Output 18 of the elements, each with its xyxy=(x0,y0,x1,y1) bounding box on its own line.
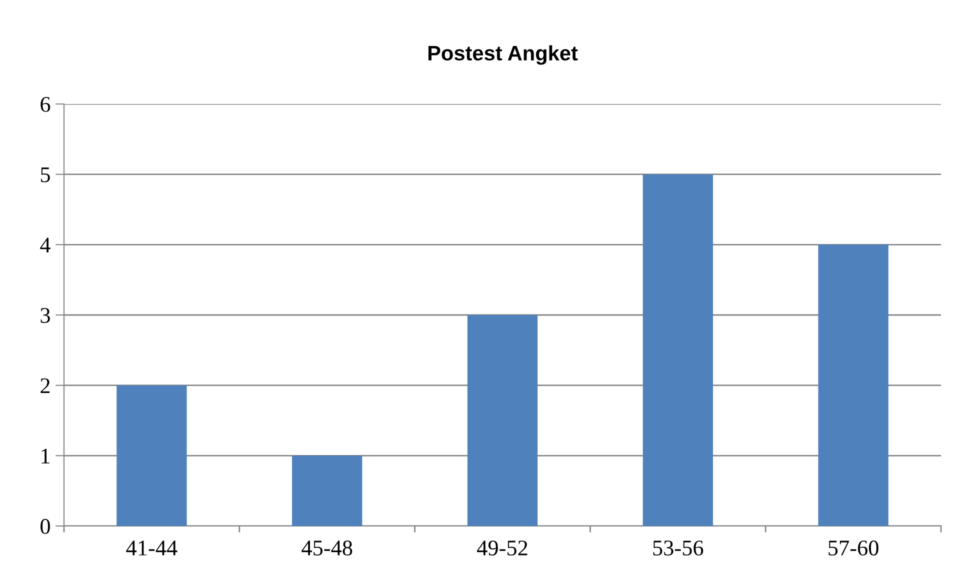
x-tick-label: 57-60 xyxy=(828,540,878,556)
y-tick-label: 0 xyxy=(40,518,50,534)
y-tick-label: 5 xyxy=(40,167,50,182)
x-tick-label: 45-48 xyxy=(302,540,352,556)
x-tick-label: 53-56 xyxy=(653,540,704,556)
chart-title: Postest Angket xyxy=(428,45,578,65)
bar xyxy=(818,244,888,526)
x-tick-label: 49-52 xyxy=(477,540,528,556)
bar xyxy=(116,385,187,526)
bar xyxy=(642,174,713,526)
x-tick-label: 41-44 xyxy=(126,540,178,556)
bar xyxy=(292,456,362,526)
y-tick-label: 6 xyxy=(40,96,50,112)
y-tick-label: 3 xyxy=(40,308,50,323)
bar xyxy=(467,315,538,526)
y-tick-label: 4 xyxy=(40,238,50,252)
y-tick-label: 2 xyxy=(40,378,50,394)
y-tick-label: 1 xyxy=(42,448,50,464)
